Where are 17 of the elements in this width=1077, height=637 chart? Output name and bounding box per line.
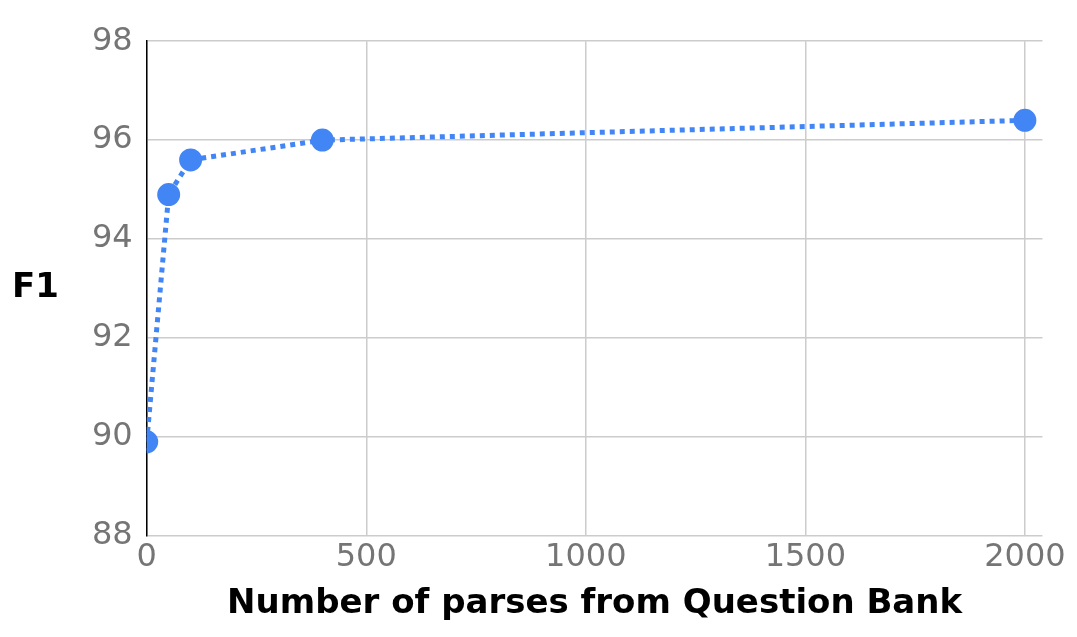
y-axis-title: F1: [12, 265, 59, 306]
x-tick-label: 2000: [984, 536, 1066, 575]
x-tick-label: 500: [335, 536, 397, 575]
x-axis-title: Number of parses from Question Bank: [227, 581, 964, 622]
y-tick-label: 90: [92, 415, 133, 454]
y-tick-label: 94: [92, 217, 133, 256]
point: [310, 128, 334, 152]
y-tick-label: 96: [92, 118, 133, 157]
y-tick-label: 88: [92, 514, 133, 553]
point: [157, 183, 181, 207]
point: [1013, 108, 1037, 132]
y-tick-label: 98: [92, 19, 133, 58]
x-tick-label: 1000: [545, 536, 627, 575]
x-tick-label: 0: [136, 536, 157, 575]
y-tick-label: 92: [92, 316, 133, 355]
point: [179, 148, 203, 172]
x-tick-label: 1500: [764, 536, 847, 575]
